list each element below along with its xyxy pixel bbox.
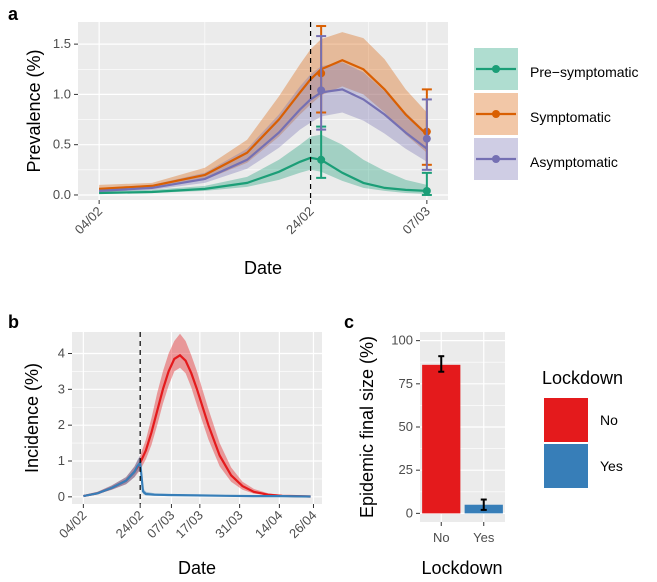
panel-c-xlabel: Lockdown <box>421 558 502 578</box>
panel-b-band-no <box>83 333 311 497</box>
panel-b-ytick-label: 3 <box>58 381 65 396</box>
panel-b-xlabel: Date <box>178 558 216 578</box>
legend-c-title: Lockdown <box>542 368 623 388</box>
panel-a-ytick-label: 1.5 <box>53 36 71 51</box>
panel-label-b: b <box>8 312 19 332</box>
panel-c-bar-no <box>422 364 461 514</box>
legend-a-key-1 <box>474 93 518 135</box>
panel-c-ytick-label: 50 <box>399 419 413 434</box>
legend-a-point-pre-symptomatic <box>492 65 500 73</box>
panel-c-ytick-label: 100 <box>391 333 413 348</box>
panel-b-background <box>72 332 322 504</box>
panel-c-ylabel: Epidemic final size (%) <box>357 336 377 518</box>
panel-a-ylabel: Prevalence (%) <box>24 49 44 172</box>
panel-a-ytick-label: 0.0 <box>53 187 71 202</box>
legend-a-point-symptomatic <box>492 110 500 118</box>
panel-label-a: a <box>8 4 19 24</box>
panel-a-xtick-label: 07/03 <box>399 204 433 238</box>
panel-b-xtick-label: 24/02 <box>113 508 147 542</box>
panel-b-xtick-label: 26/04 <box>286 508 320 542</box>
panel-a-xlabel: Date <box>244 258 282 278</box>
panel-b-xtick-label: 17/03 <box>172 508 206 542</box>
panel-c-plot <box>422 355 503 514</box>
legend-a-key-2 <box>474 138 518 180</box>
panel-b-ylabel: Incidence (%) <box>22 363 42 473</box>
panel-c-ytick-label: 75 <box>399 376 413 391</box>
panel-a-ytick-label: 1.0 <box>53 86 71 101</box>
panel-b-ytick-label: 1 <box>58 453 65 468</box>
panel-c-axes: 0 25 50 75 100 No Yes <box>391 333 495 545</box>
panel-b-xtick-label: 04/02 <box>56 508 90 542</box>
panel-a-line-asymptomatic <box>99 88 428 192</box>
panel-b-plot <box>83 332 311 504</box>
panel-label-c: c <box>344 312 354 332</box>
legend-a-label-pre-symptomatic: Pre−symptomatic <box>530 64 639 80</box>
panel-a-point-asymptomatic-1 <box>422 134 431 143</box>
panel-a-point-asymptomatic-0 <box>317 86 326 95</box>
panel-b-line-yes <box>83 460 311 498</box>
panel-a-background <box>78 22 448 200</box>
panel-a-point-pre-symptomatic-0 <box>317 155 326 164</box>
panel-a-plot <box>99 22 432 200</box>
panel-c-xtick-label: No <box>433 530 450 545</box>
panel-b-xtick-label: 07/03 <box>144 508 178 542</box>
legend-a-point-asymptomatic <box>492 155 500 163</box>
panel-a-ytick-label: 0.5 <box>53 137 71 152</box>
legend-a-label-symptomatic: Symptomatic <box>530 109 611 125</box>
panel-c-ytick-label: 25 <box>399 462 413 477</box>
legend-a-label-asymptomatic: Asymptomatic <box>530 154 618 170</box>
legend-c-key-yes <box>544 444 588 488</box>
legend-c: Lockdown No Yes <box>542 368 623 488</box>
panel-a-band-asymptomatic <box>99 62 427 193</box>
legend-c-key-no <box>544 398 588 442</box>
panel-a-xtick-label: 24/02 <box>283 204 317 238</box>
panel-b-ytick-label: 0 <box>58 489 65 504</box>
panel-a-xtick-label: 04/02 <box>72 204 106 238</box>
panel-b-ytick-label: 2 <box>58 417 65 432</box>
panel-b-ytick-label: 4 <box>58 346 65 361</box>
legend-a-key-0 <box>474 48 518 90</box>
panel-a-band-symptomatic <box>99 32 427 191</box>
panel-a-band-pre-symptomatic <box>99 134 427 194</box>
legend-c-label-yes: Yes <box>600 458 623 474</box>
panel-a-point-pre-symptomatic-1 <box>422 186 431 195</box>
legend-c-label-no: No <box>600 412 618 428</box>
panel-b-xtick-label: 14/04 <box>252 508 286 542</box>
legend-a: Pre−symptomatic Symptomatic Asymptomatic <box>474 48 639 180</box>
panel-c-ytick-label: 0 <box>406 505 413 520</box>
panel-b-xtick-label: 31/03 <box>212 508 246 542</box>
panel-c-xtick-label: Yes <box>473 530 495 545</box>
